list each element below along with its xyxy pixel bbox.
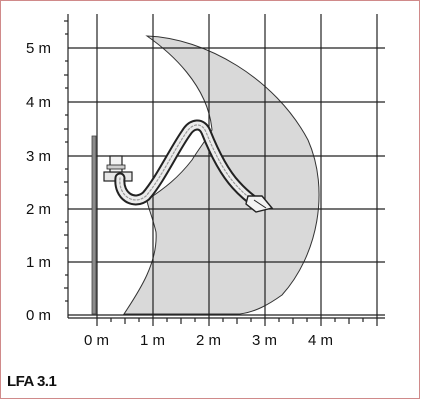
grid-vertical-lines bbox=[96, 14, 378, 318]
x-tick-label: 0 m bbox=[84, 332, 109, 349]
extraction-hood bbox=[245, 195, 274, 213]
y-tick-label: 1 m bbox=[26, 254, 51, 271]
x-tick-label: 4 m bbox=[308, 332, 333, 349]
diagram-caption: LFA 3.1 bbox=[7, 373, 57, 390]
grid-horizontal-lines bbox=[68, 47, 385, 316]
wall-post bbox=[91, 135, 97, 315]
x-tick-label: 2 m bbox=[196, 332, 221, 349]
y-tick-label: 4 m bbox=[26, 94, 51, 111]
x-axis bbox=[68, 317, 385, 326]
y-tick-label: 2 m bbox=[26, 201, 51, 218]
y-tick-label: 3 m bbox=[26, 148, 51, 165]
x-tick-label: 1 m bbox=[140, 332, 165, 349]
extraction-arm bbox=[114, 119, 264, 210]
y-tick-label: 0 m bbox=[26, 307, 51, 324]
y-tick-label: 5 m bbox=[26, 40, 51, 57]
x-tick-label: 3 m bbox=[252, 332, 277, 349]
y-axis bbox=[64, 14, 69, 318]
